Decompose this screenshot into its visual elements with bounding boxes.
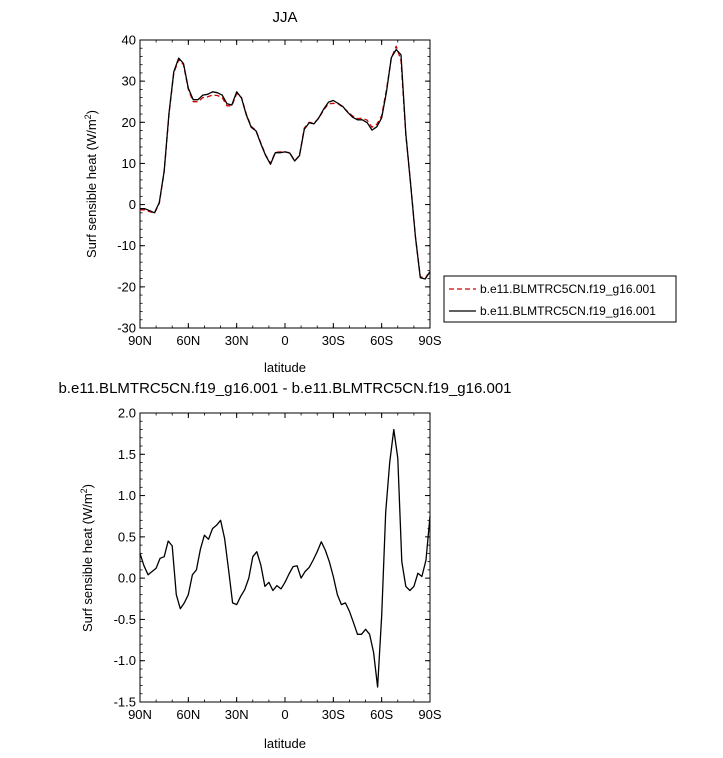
y-tick-label: 2.0 xyxy=(118,406,136,421)
x-tick-label: 30S xyxy=(322,333,345,348)
x-tick-label: 30N xyxy=(225,333,249,348)
top-y-axis-label: Surf sensible heat (W/m2) xyxy=(83,110,99,258)
y-tick-label: 0 xyxy=(129,197,136,212)
legend: b.e11.BLMTRC5CN.f19_g16.001 b.e11.BLMTRC… xyxy=(443,275,677,323)
x-tick-label: 60N xyxy=(176,707,200,722)
bottom-series-lines xyxy=(139,428,431,688)
y-tick-label: -1.0 xyxy=(114,653,136,668)
bottom-y-axis-label: Surf sensible heat (W/m2) xyxy=(79,484,95,632)
top-x-axis-label: latitude xyxy=(264,360,306,375)
x-tick-label: 90N xyxy=(128,333,152,348)
y-tick-label: 40 xyxy=(122,33,136,48)
y-tick-label: 20 xyxy=(122,115,136,130)
x-tick-label: 30N xyxy=(225,707,249,722)
legend-box xyxy=(443,275,677,323)
y-tick-label: 0.5 xyxy=(118,529,136,544)
y-tick-label: 1.0 xyxy=(118,488,136,503)
bottom-x-axis: 90N 60N 30N 0 30S 60S 90S xyxy=(128,413,442,722)
x-tick-label: 0 xyxy=(281,333,288,348)
top-series-lines xyxy=(140,45,431,280)
y-tick-label: 1.5 xyxy=(118,447,136,462)
x-tick-label: 60S xyxy=(370,333,393,348)
y-tick-label: 10 xyxy=(122,156,136,171)
series-line-2 xyxy=(140,48,431,280)
legend-entry-1: b.e11.BLMTRC5CN.f19_g16.001 xyxy=(480,282,656,296)
x-tick-label: 90S xyxy=(418,707,441,722)
top-plot-frame xyxy=(139,39,431,329)
bottom-chart-title: b.e11.BLMTRC5CN.f19_g16.001 - b.e11.BLMT… xyxy=(58,380,511,397)
x-tick-label: 30S xyxy=(322,707,345,722)
bottom-plot-frame xyxy=(139,412,431,703)
y-tick-label: 0.0 xyxy=(118,571,136,586)
x-tick-label: 90S xyxy=(418,333,441,348)
bottom-x-axis-label: latitude xyxy=(264,736,306,751)
top-y-axis: -30 -20 -10 0 10 20 30 40 xyxy=(117,33,430,336)
x-tick-label: 60N xyxy=(176,333,200,348)
x-tick-label: 0 xyxy=(281,707,288,722)
x-tick-label: 60S xyxy=(370,707,393,722)
top-x-axis: 90N 60N 30N 0 30S 60S 90S xyxy=(128,40,442,348)
y-tick-label: 30 xyxy=(122,74,136,89)
series-line-1 xyxy=(139,428,431,688)
x-tick-label: 90N xyxy=(128,707,152,722)
y-tick-label: -30 xyxy=(117,321,136,336)
y-tick-label: -1.5 xyxy=(114,695,136,710)
legend-entry-2: b.e11.BLMTRC5CN.f19_g16.001 xyxy=(480,304,656,318)
bottom-panel: b.e11.BLMTRC5CN.f19_g16.001 - b.e11.BLMT… xyxy=(58,380,511,751)
y-tick-label: -10 xyxy=(117,238,136,253)
y-tick-label: -20 xyxy=(117,279,136,294)
series-line-1 xyxy=(140,45,431,280)
top-chart-title: JJA xyxy=(272,9,297,26)
y-tick-label: -0.5 xyxy=(114,612,136,627)
